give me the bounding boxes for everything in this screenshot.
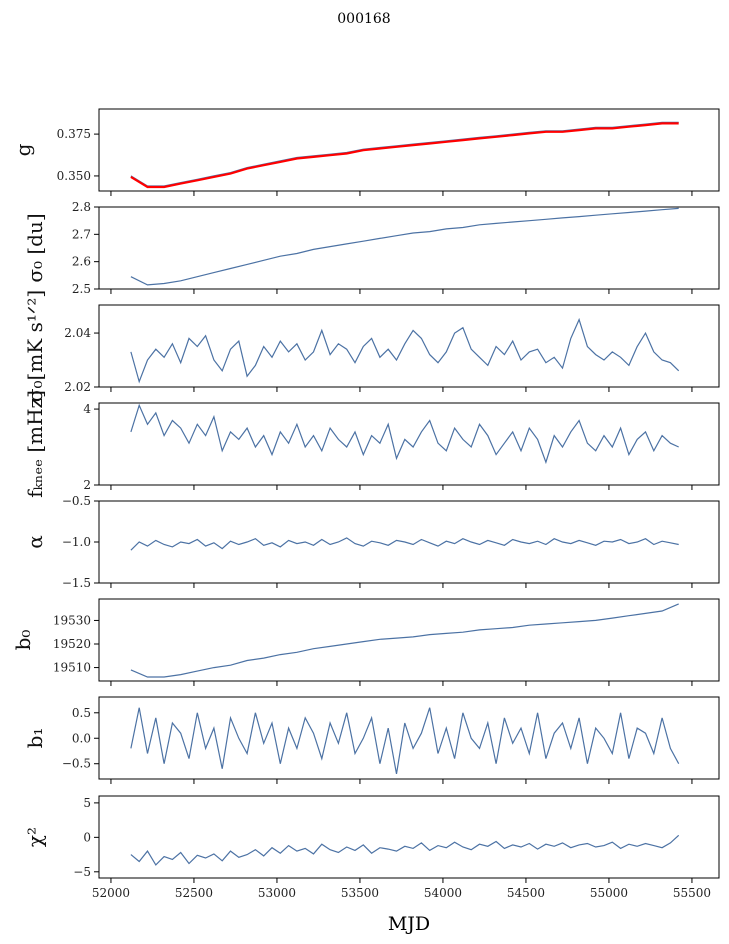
series-line [130,403,679,465]
y-axis-label: b₀ [11,630,35,651]
panel-5: −1.5 −1.0 −0.5 α [23,494,720,590]
y-tick-label: 2.04 [64,326,91,340]
y-tick-label: 4 [83,402,91,416]
axes-frame [98,598,720,682]
y-tick-label: 0 [83,830,91,844]
y-axis-label: χ² [23,827,47,847]
panel-1: 0.350 0.375 g [11,108,720,196]
x-tick-label: 55500 [673,886,711,900]
axes-frame [98,795,720,879]
overlay-line [130,122,679,189]
y-tick-label: −1.5 [62,576,91,590]
y-axis-label: b₁ [23,728,47,749]
axes-frame [98,304,720,388]
y-tick-label: 2 [83,478,91,492]
axes-frame [98,696,720,780]
series-line [130,207,679,286]
y-tick-label: 19530 [53,613,91,627]
y-tick-label: 2.5 [72,282,91,296]
x-axis-label: MJD [388,913,430,935]
y-axis-label: σ₀ [du] [23,213,47,282]
series-line [130,707,680,775]
series-line [130,317,680,384]
y-axis-label: α [23,535,47,549]
y-tick-label: −0.5 [62,494,91,508]
axes-frame [98,402,720,486]
y-tick-label: 2.8 [72,200,91,214]
panel-2: 2.5 2.6 2.7 2.8 σ₀ [du] [23,200,720,296]
figure-title: 000168 [337,11,390,27]
x-tick-label: 52000 [92,886,130,900]
y-tick-label: 0.350 [57,169,91,183]
panel-8: 52000 52500 53000 53500 54000 54500 55000 55500… [23,795,720,900]
x-tick-label: 55000 [590,886,628,900]
y-tick-label: 0.375 [57,127,91,141]
series-line [130,537,679,551]
x-tick-label: 52500 [175,886,213,900]
y-axis-label: g [11,143,35,156]
panel-7: −0.5 0.0 0.5 b₁ [23,696,720,784]
x-tick-label: 54500 [507,886,545,900]
y-tick-label: 0.0 [72,731,91,745]
panel-6: 19510 19520 19530 b₀ [11,598,720,686]
y-tick-label: 2.02 [64,380,91,394]
x-tick-label: 53000 [258,886,296,900]
y-tick-label: 2.7 [72,227,91,241]
x-tick-label: 54000 [424,886,462,900]
y-tick-label: −0.5 [62,757,91,771]
y-tick-label: −5 [73,865,91,879]
y-tick-label: 19520 [53,637,91,651]
axes-frame [98,206,720,290]
y-axis-label: σ₀[mK s¹ᐟ²] [23,290,47,402]
y-tick-label: 19510 [53,661,91,675]
y-axis-label: fₖₙₑₑ [mHz] [23,390,47,498]
y-tick-label: 2.6 [72,255,91,269]
series-line [130,603,679,678]
panel-4: 2 4 fₖₙₑₑ [mHz] [23,390,720,498]
series-line [130,834,680,866]
axes-frame [98,108,720,192]
y-tick-label: −1.0 [62,535,91,549]
y-tick-label: 5 [83,796,91,810]
panel-3: 2.02 2.04 σ₀[mK s¹ᐟ²] [23,290,720,402]
y-tick-label: 0.5 [72,706,91,720]
x-tick-label: 53500 [341,886,379,900]
